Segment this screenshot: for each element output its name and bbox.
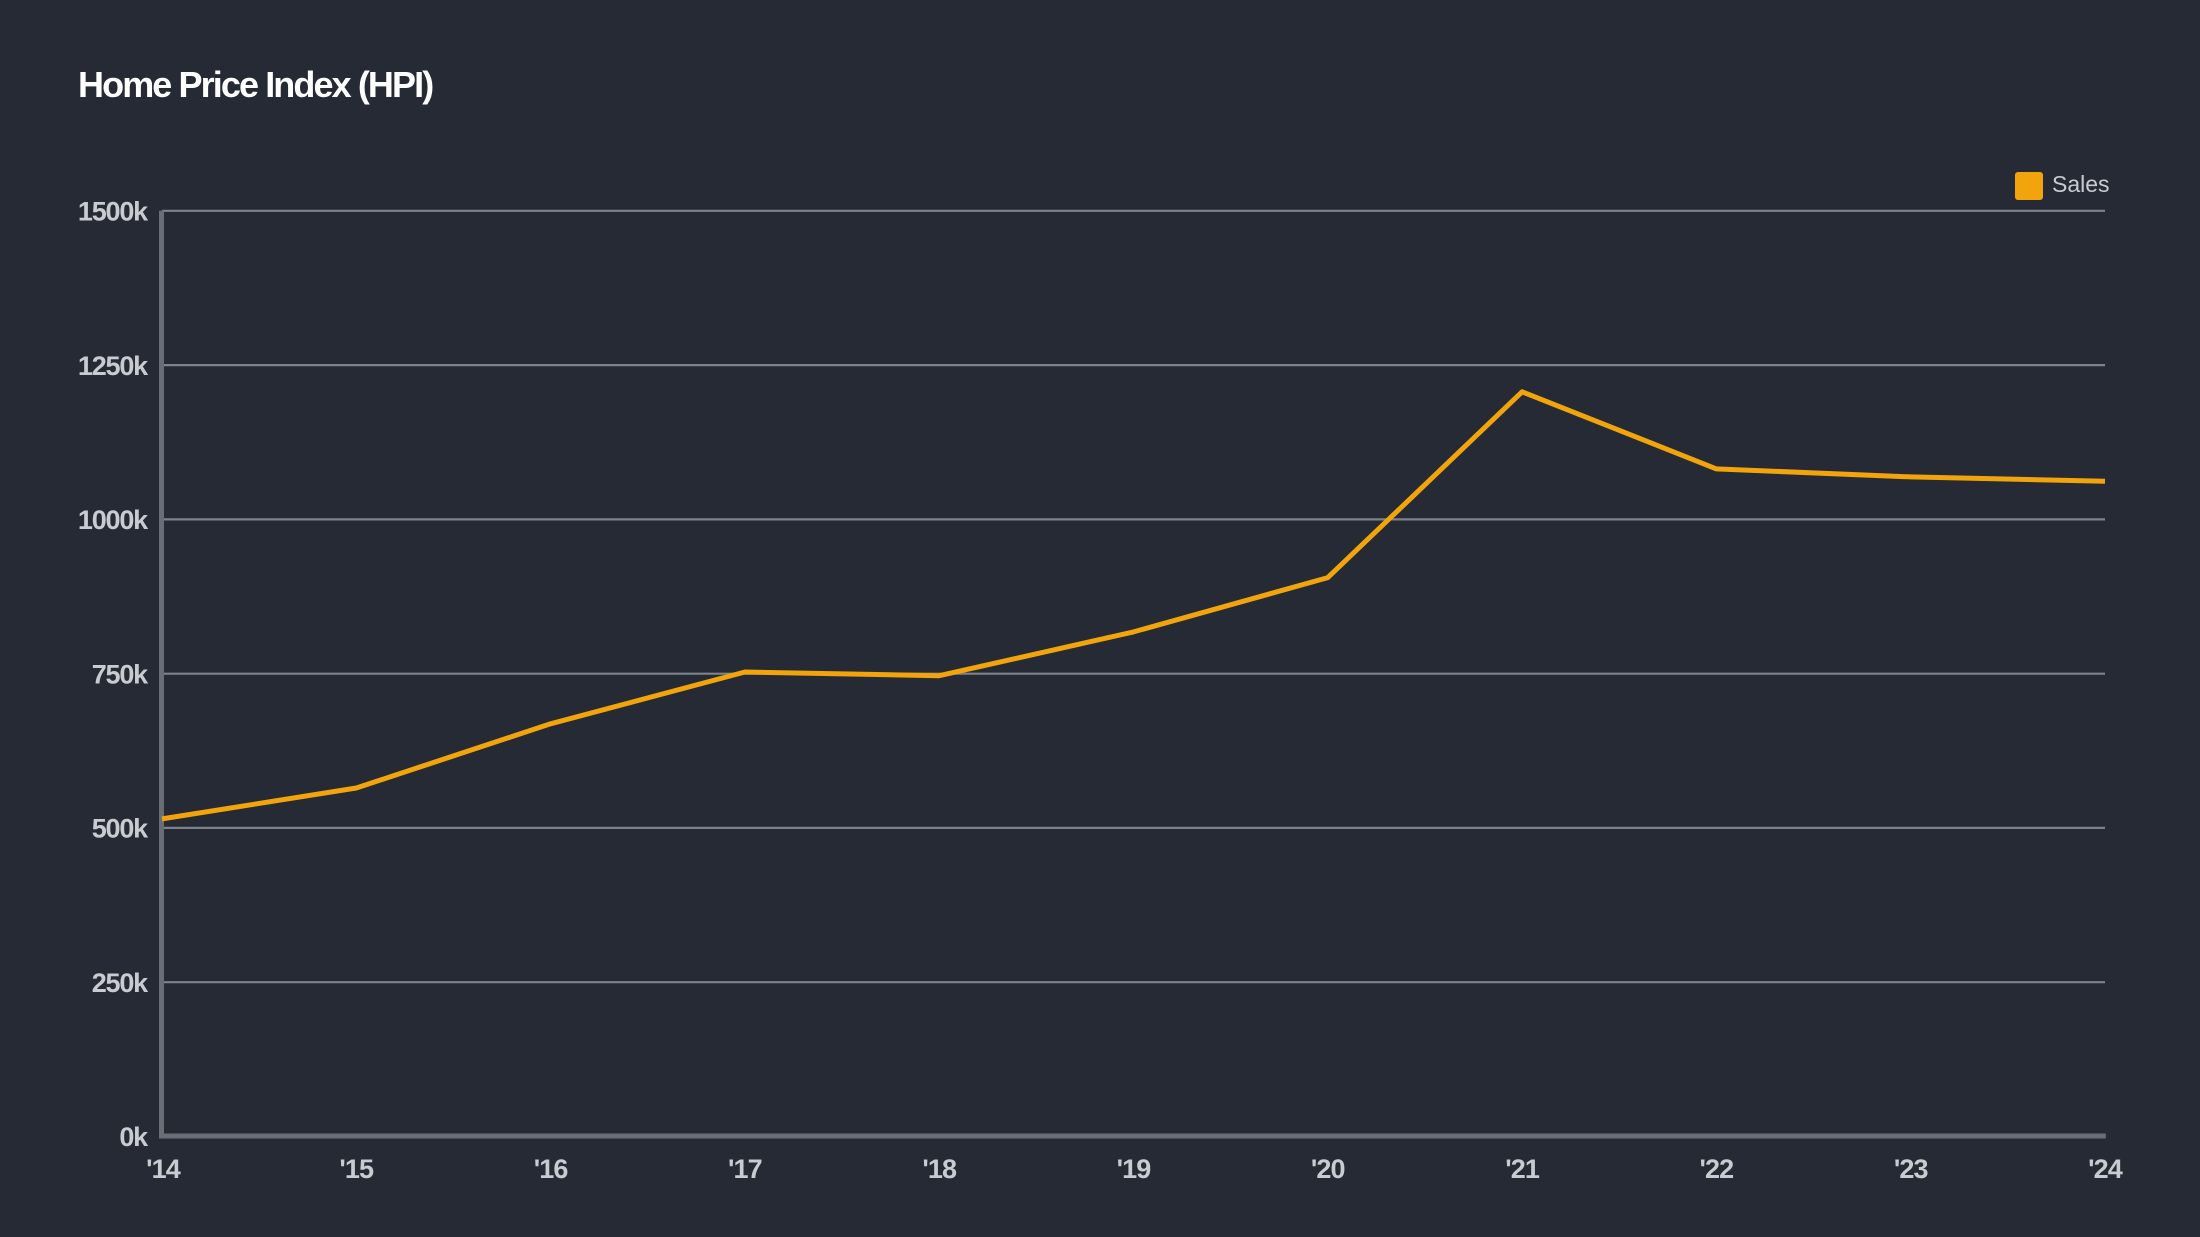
svg-text:1500k: 1500k (78, 197, 149, 227)
svg-text:750k: 750k (92, 660, 149, 690)
svg-text:1000k: 1000k (78, 505, 149, 535)
svg-text:'20: '20 (1311, 1154, 1345, 1184)
svg-text:'19: '19 (1117, 1154, 1152, 1184)
svg-text:250k: 250k (92, 968, 149, 998)
svg-text:'17: '17 (728, 1154, 762, 1184)
svg-text:'15: '15 (339, 1154, 374, 1184)
svg-text:'21: '21 (1505, 1154, 1540, 1184)
svg-text:0k: 0k (119, 1122, 149, 1152)
svg-text:'22: '22 (1700, 1154, 1734, 1184)
svg-text:1250k: 1250k (78, 351, 149, 381)
svg-text:'18: '18 (922, 1154, 957, 1184)
svg-text:'24: '24 (2088, 1154, 2123, 1184)
svg-text:'23: '23 (1894, 1154, 1929, 1184)
svg-text:'14: '14 (146, 1154, 181, 1184)
svg-text:Sales: Sales (2052, 171, 2110, 197)
svg-text:500k: 500k (92, 814, 149, 844)
svg-text:'16: '16 (534, 1154, 569, 1184)
